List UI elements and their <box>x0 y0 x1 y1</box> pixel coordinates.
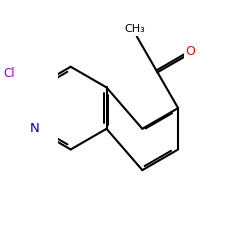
Text: N: N <box>30 122 40 135</box>
Text: Cl: Cl <box>3 67 14 80</box>
Text: O: O <box>185 46 195 59</box>
Text: CH₃: CH₃ <box>125 24 146 34</box>
